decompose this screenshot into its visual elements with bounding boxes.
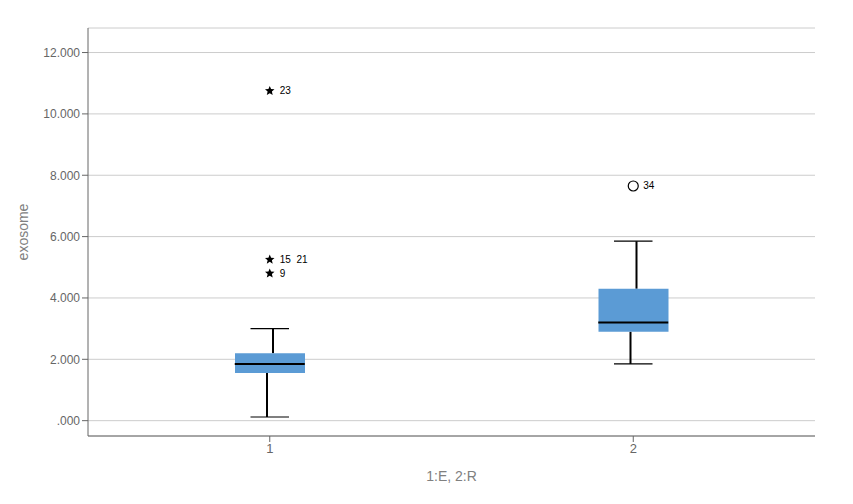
svg-text:12.000: 12.000	[43, 46, 80, 60]
svg-text:2: 2	[630, 441, 637, 456]
svg-text:.000: .000	[57, 414, 81, 428]
svg-text:2.000: 2.000	[50, 353, 80, 367]
svg-text:4.000: 4.000	[50, 291, 80, 305]
svg-text:23: 23	[280, 85, 292, 96]
svg-text:15 21: 15 21	[280, 254, 308, 265]
svg-text:1:E, 2:R: 1:E, 2:R	[426, 468, 477, 484]
svg-text:8.000: 8.000	[50, 169, 80, 183]
svg-text:10.000: 10.000	[43, 107, 80, 121]
svg-text:1: 1	[266, 441, 273, 456]
svg-text:9: 9	[280, 268, 286, 279]
svg-text:6.000: 6.000	[50, 230, 80, 244]
svg-text:34: 34	[643, 180, 655, 191]
svg-text:exosome: exosome	[15, 203, 31, 260]
